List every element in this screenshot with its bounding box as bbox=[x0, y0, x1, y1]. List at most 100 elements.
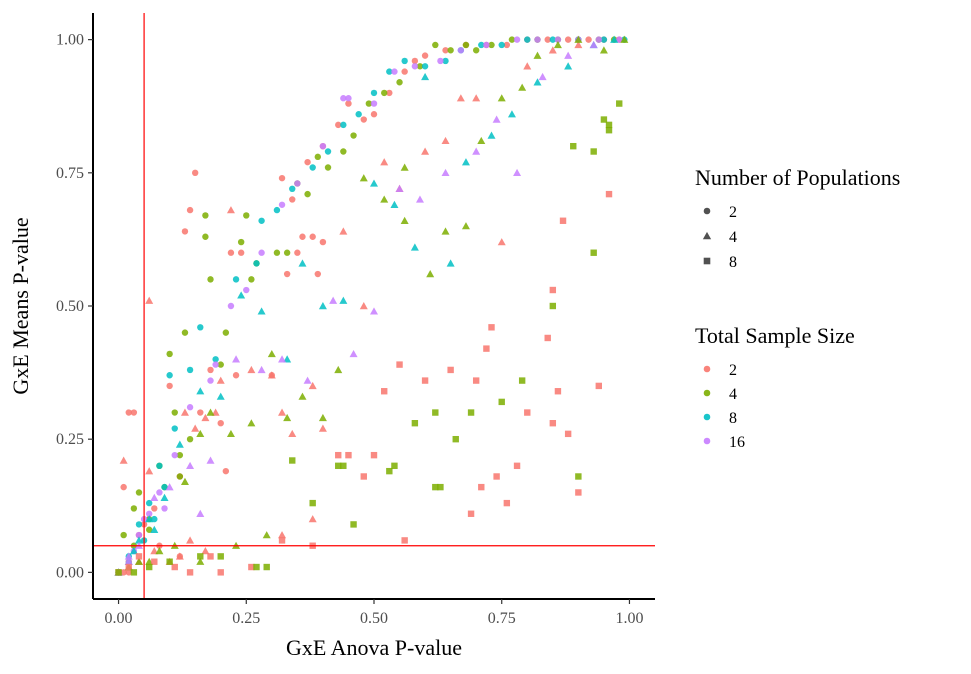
y-tick-label: 0.50 bbox=[56, 298, 84, 315]
data-point bbox=[503, 41, 511, 49]
data-point bbox=[202, 233, 209, 240]
data-point bbox=[191, 169, 199, 177]
data-point bbox=[483, 41, 490, 49]
data-point bbox=[533, 78, 542, 86]
data-point bbox=[493, 473, 500, 480]
data-point bbox=[134, 536, 143, 544]
data-point bbox=[538, 72, 547, 81]
data-point bbox=[146, 499, 153, 507]
data-point bbox=[186, 536, 195, 544]
data-point bbox=[575, 489, 582, 496]
legend-color-label: 2 bbox=[729, 362, 737, 379]
data-point bbox=[421, 147, 430, 155]
data-point bbox=[201, 413, 210, 422]
data-point bbox=[590, 249, 597, 256]
data-point bbox=[549, 302, 557, 310]
data-point bbox=[437, 57, 444, 65]
data-point bbox=[497, 94, 506, 102]
data-point bbox=[257, 307, 266, 315]
data-point bbox=[150, 547, 159, 555]
data-point bbox=[472, 377, 480, 384]
reference-lines bbox=[93, 13, 655, 599]
data-point bbox=[370, 100, 378, 107]
data-point bbox=[145, 467, 154, 475]
data-point bbox=[370, 307, 378, 315]
data-point bbox=[171, 409, 178, 416]
data-point bbox=[432, 483, 439, 491]
data-point bbox=[304, 158, 311, 166]
legend-shape-label: 4 bbox=[729, 229, 737, 246]
data-point bbox=[115, 569, 122, 576]
data-point bbox=[432, 409, 439, 416]
data-point bbox=[318, 413, 327, 422]
data-point bbox=[564, 430, 572, 438]
data-point bbox=[324, 164, 332, 171]
data-point bbox=[518, 83, 527, 91]
data-point bbox=[176, 451, 184, 459]
data-point bbox=[355, 111, 362, 118]
data-point bbox=[308, 381, 317, 390]
data-point bbox=[401, 537, 408, 544]
data-point bbox=[437, 483, 444, 491]
data-point bbox=[410, 243, 419, 251]
data-point bbox=[442, 57, 449, 65]
data-point bbox=[452, 435, 459, 443]
data-point bbox=[227, 249, 235, 256]
data-point bbox=[395, 184, 404, 192]
data-point bbox=[303, 376, 312, 384]
data-point bbox=[217, 553, 224, 560]
data-point bbox=[151, 515, 158, 523]
data-point bbox=[533, 51, 542, 59]
data-point bbox=[524, 36, 531, 43]
data-point bbox=[340, 462, 347, 470]
data-point bbox=[461, 158, 470, 166]
data-point bbox=[415, 195, 424, 203]
data-point bbox=[314, 153, 321, 161]
data-point bbox=[329, 296, 338, 304]
data-point bbox=[222, 467, 230, 475]
data-point bbox=[196, 509, 205, 517]
data-point bbox=[294, 249, 301, 256]
data-point bbox=[166, 382, 173, 390]
data-point bbox=[257, 365, 266, 374]
legend-color: Total Sample Size 2 4 8 16 bbox=[695, 323, 855, 451]
legend-shape: Number of Populations 2 4 8 bbox=[695, 165, 900, 271]
data-point bbox=[498, 41, 505, 49]
data-point bbox=[181, 329, 189, 336]
data-point bbox=[574, 40, 583, 49]
data-point bbox=[467, 510, 475, 517]
data-point bbox=[309, 233, 316, 240]
data-point bbox=[197, 324, 204, 331]
legend-key-color bbox=[703, 365, 711, 373]
data-point bbox=[616, 36, 623, 43]
x-tick-label: 0.75 bbox=[488, 610, 516, 627]
data-point bbox=[564, 36, 572, 43]
legend-color-label: 8 bbox=[729, 410, 737, 427]
data-point bbox=[508, 36, 516, 43]
data-point bbox=[401, 68, 408, 75]
data-point bbox=[124, 552, 133, 560]
data-point bbox=[222, 329, 230, 336]
data-point bbox=[247, 365, 256, 374]
data-point bbox=[309, 164, 316, 171]
data-point bbox=[176, 473, 184, 480]
data-point bbox=[309, 499, 316, 507]
data-point bbox=[129, 547, 138, 555]
data-point bbox=[345, 95, 352, 102]
x-tick-label: 1.00 bbox=[615, 610, 643, 627]
data-point bbox=[197, 553, 204, 560]
data-point bbox=[135, 489, 143, 496]
data-point bbox=[391, 68, 398, 75]
legend-color-label: 4 bbox=[729, 386, 737, 403]
data-point bbox=[370, 111, 378, 118]
data-point bbox=[151, 505, 158, 512]
data-point bbox=[472, 94, 481, 102]
data-point bbox=[151, 558, 158, 565]
data-point bbox=[396, 79, 403, 86]
plot-points bbox=[114, 35, 629, 576]
data-point bbox=[456, 94, 465, 102]
data-point bbox=[308, 515, 317, 523]
data-point bbox=[166, 372, 173, 379]
data-point bbox=[544, 36, 551, 43]
data-point bbox=[196, 387, 205, 395]
